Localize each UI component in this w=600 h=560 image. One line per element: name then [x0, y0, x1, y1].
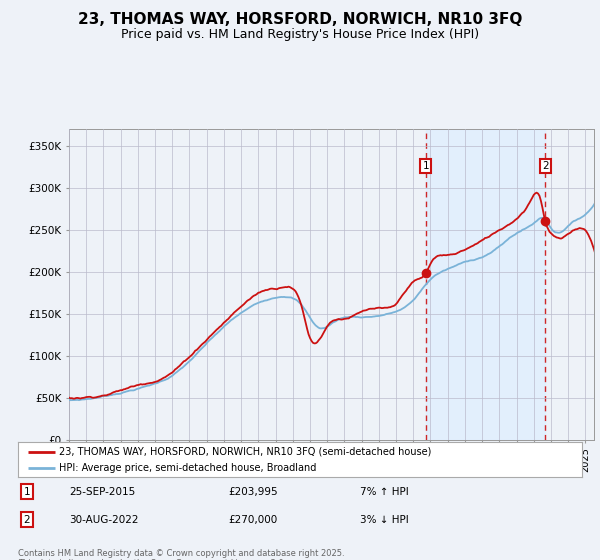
Text: 23, THOMAS WAY, HORSFORD, NORWICH, NR10 3FQ (semi-detached house): 23, THOMAS WAY, HORSFORD, NORWICH, NR10 …	[59, 447, 431, 457]
Text: 23, THOMAS WAY, HORSFORD, NORWICH, NR10 3FQ: 23, THOMAS WAY, HORSFORD, NORWICH, NR10 …	[78, 12, 522, 27]
Text: Contains HM Land Registry data © Crown copyright and database right 2025.
This d: Contains HM Land Registry data © Crown c…	[18, 549, 344, 560]
Text: HPI: Average price, semi-detached house, Broadland: HPI: Average price, semi-detached house,…	[59, 464, 317, 473]
Text: £203,995: £203,995	[228, 487, 278, 497]
Text: 7% ↑ HPI: 7% ↑ HPI	[360, 487, 409, 497]
Text: 30-AUG-2022: 30-AUG-2022	[69, 515, 139, 525]
Text: Price paid vs. HM Land Registry's House Price Index (HPI): Price paid vs. HM Land Registry's House …	[121, 28, 479, 41]
Text: 2: 2	[23, 515, 31, 525]
Text: 1: 1	[23, 487, 31, 497]
Text: 1: 1	[422, 161, 429, 171]
Text: £270,000: £270,000	[228, 515, 277, 525]
Text: 2: 2	[542, 161, 548, 171]
Text: 3% ↓ HPI: 3% ↓ HPI	[360, 515, 409, 525]
Text: 25-SEP-2015: 25-SEP-2015	[69, 487, 135, 497]
Bar	[426, 129, 545, 440]
